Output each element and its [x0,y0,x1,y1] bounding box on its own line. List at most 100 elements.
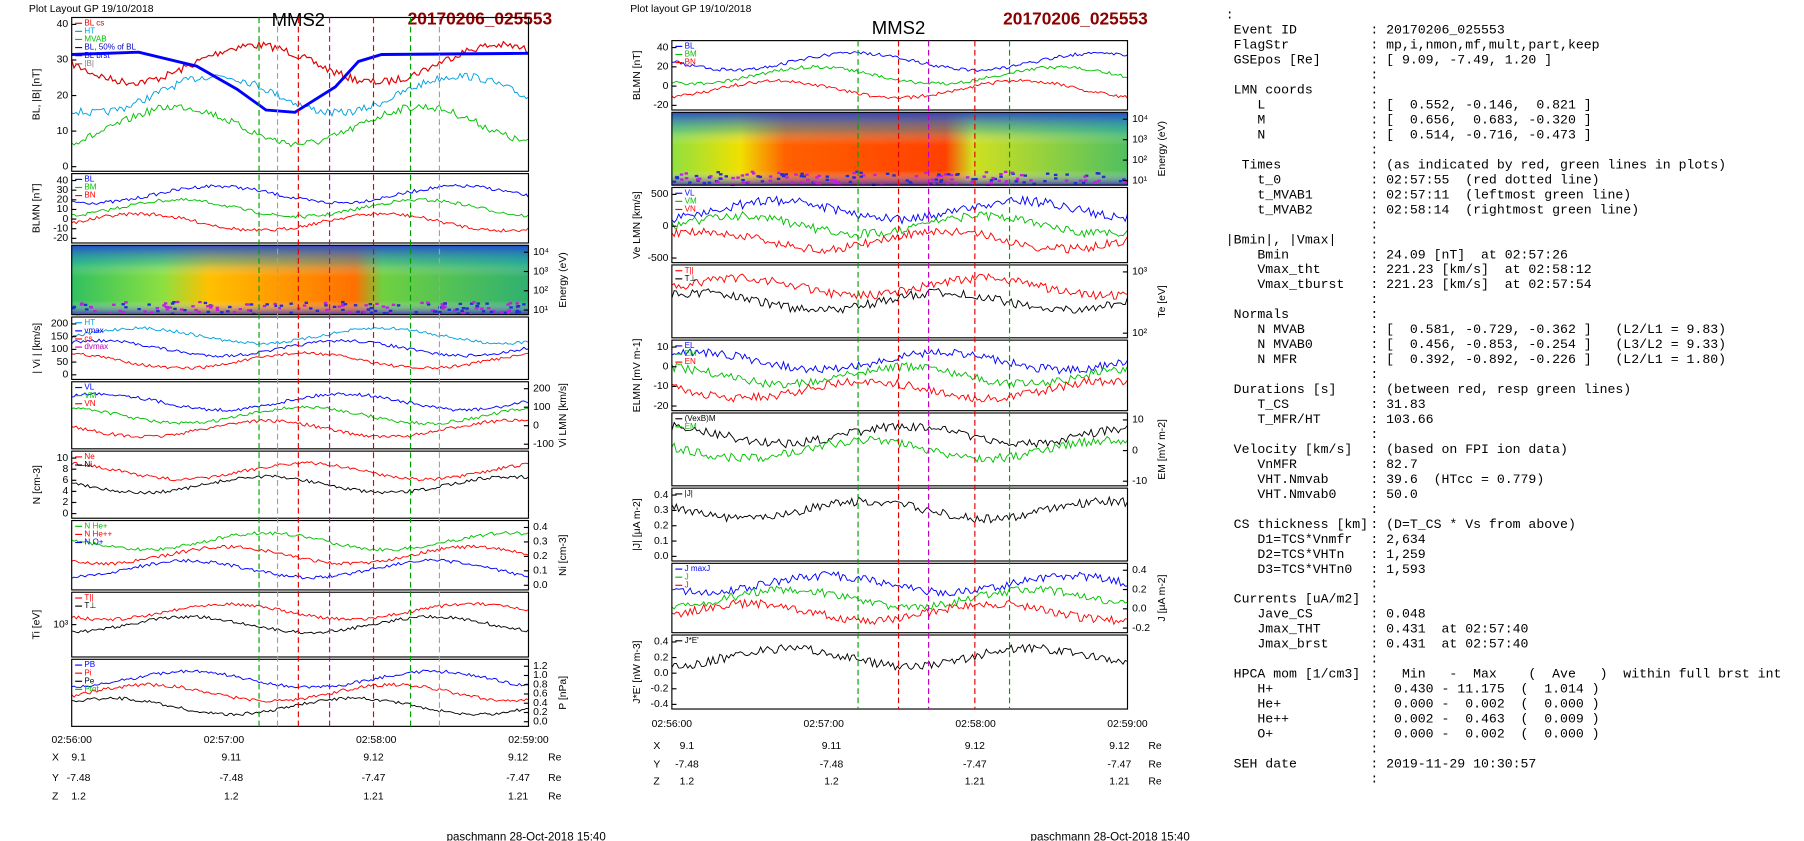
spectrogram-speckle [228,305,232,309]
y-tick-label: 0.6 [533,689,548,700]
panel-frame [671,562,1129,634]
info-value: : 02:57:11 (leftmost green line) [1370,187,1631,202]
spectrogram-speckle [697,177,702,180]
legend-entry: T⊥ [84,601,96,610]
info-value: : 0.000 - 0.002 ( 0.000 ) [1370,726,1599,741]
info-key: Jmax_brst [1226,637,1329,652]
info-key: VnMFR [1226,457,1297,472]
spectrogram-speckle [238,308,243,311]
spectrogram-speckle [170,302,175,305]
spectrogram-speckle [356,310,360,313]
spectrogram-speckle [861,174,866,177]
spectrogram-speckle [485,302,489,305]
spectrogram-speckle [469,302,474,305]
info-key: He++ [1226,712,1289,727]
spectrogram-speckle [937,173,941,176]
spectrogram-speckle [369,306,374,310]
spectrogram-speckle [930,178,935,181]
spectrogram-speckle [324,304,328,307]
info-key: N MFR [1226,352,1297,367]
spectrogram-speckle [309,307,313,310]
spectrogram-speckle [370,311,374,314]
spectrogram-speckle [768,175,773,178]
spectrogram-speckle [183,308,187,312]
spectrogram-speckle [1045,172,1050,175]
info-key: VHT.Nmvab0 [1226,487,1337,502]
spectrogram-speckle [381,305,386,308]
trace [71,682,529,703]
spectrogram-speckle [332,305,337,309]
spectrogram-speckle [955,173,959,176]
y-tick-label: 10³ [53,619,69,630]
spectrogram-speckle [515,305,520,308]
position-cell: -7.48 [675,759,699,770]
y-tick-label: 0.0 [1132,604,1147,615]
trace [71,696,529,717]
info-key: T_MFR/HT [1226,412,1321,427]
spectrogram-speckle [149,312,153,316]
trace [671,361,1128,389]
spectrogram-speckle [1073,182,1078,185]
y-tick-label: 0 [62,508,68,519]
info-key: VHT.Nmvab [1226,472,1329,487]
info-key: Jave_CS [1226,607,1313,622]
spectrogram-speckle [173,307,177,311]
spectrogram-speckle [709,175,713,178]
y-tick-label: 0.0 [533,580,548,591]
trace [671,287,1128,315]
spectrogram-speckle [991,176,995,180]
y-tick-label: 0 [62,161,68,172]
spectrogram-speckle [166,305,170,309]
legend-entry: HT [84,27,95,36]
info-value: : [1370,367,1378,382]
spectrogram-speckle [156,309,160,313]
spectrogram-speckle [461,312,466,315]
x-tick-label: 02:58:00 [955,719,996,730]
spectrogram-speckle [1010,171,1014,174]
spectrogram-speckle [83,303,88,307]
y-tick-label: 100 [533,402,551,413]
spectrogram-speckle [1101,175,1106,179]
spectrogram-speckle [124,306,128,309]
spectrogram-speckle [509,306,513,309]
spectrogram-speckle [974,177,978,181]
y-tick-label: 0 [533,420,539,431]
spectrogram-speckle [475,304,479,308]
spectrogram-speckle [794,173,798,176]
spectrogram-speckle [385,312,390,315]
y-tick-label: 0.3 [654,505,669,516]
info-key: |Bmin|, |Vmax| [1226,232,1337,247]
y-tick-label: -100 [533,439,554,450]
spectrogram-speckle [220,311,224,314]
position-cell: Re [1148,759,1162,770]
trace [71,544,529,566]
legend-entry: EM [685,422,697,431]
legend-entry: vmax [84,326,103,335]
spectrogram-speckle [341,308,345,312]
info-value: : (D=T_CS * Vs from above) [1370,517,1576,532]
position-cell: X [52,752,59,763]
trace [671,435,1128,464]
spectrogram-speckle [215,308,220,312]
legend-entry: T|| [84,593,93,602]
spectrogram-speckle [1083,175,1087,178]
legend-entry: BL [84,175,94,184]
spectrogram-speckle [688,181,692,184]
info-key: Bmin [1226,247,1289,262]
spectrogram-speckle [508,302,513,305]
spectrogram-speckle [833,179,838,182]
position-cell: Re [1148,777,1162,788]
spectrogram-speckle [206,305,210,308]
spectrogram-speckle [353,304,358,307]
spectrogram-speckle [1029,179,1033,182]
spectrogram-speckle [672,180,677,183]
spectrogram-speckle [1032,182,1036,185]
spectrogram-speckle [85,308,89,311]
spectrogram-speckle [1014,180,1018,183]
trace [71,461,529,482]
y-tick-label: 0.1 [654,536,669,547]
spectrogram-speckle [441,304,445,307]
trace [671,570,1128,597]
spectrogram-speckle [426,301,430,304]
spectrogram-speckle [950,178,954,181]
